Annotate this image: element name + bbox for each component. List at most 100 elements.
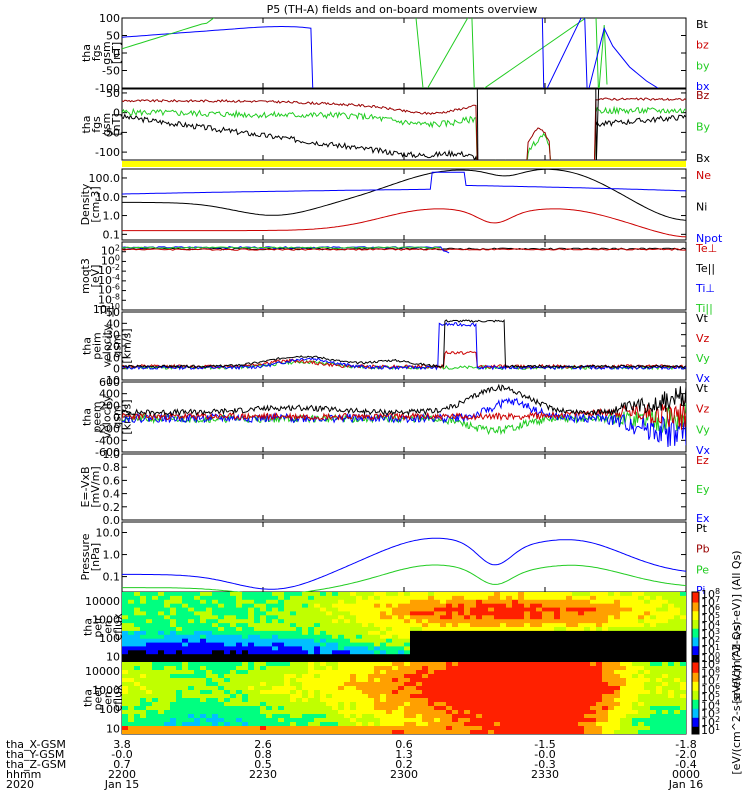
legend-ti⊥: Ti⊥ xyxy=(695,282,715,295)
ylabel-line: [mV/m] xyxy=(89,466,102,507)
series-pi xyxy=(122,537,686,590)
y-tick-label: -50 xyxy=(102,65,120,78)
colorbar-cell xyxy=(692,663,699,667)
colorbar-cell xyxy=(692,637,699,640)
colorbar-cell xyxy=(692,593,699,596)
colorbar-cell xyxy=(692,712,699,715)
colorbar-cell xyxy=(692,687,699,690)
y-tick-label: 0 xyxy=(113,107,120,120)
colorbar-cell xyxy=(692,703,699,706)
ylabel-line: [eV] xyxy=(89,265,102,288)
colorbar-tick-label: 105 xyxy=(701,611,720,625)
series-vx xyxy=(122,322,686,371)
colorbar-cell xyxy=(692,667,699,670)
colorbar-tick-label: 104 xyxy=(701,619,720,633)
ylabel-line: tha xyxy=(80,115,93,133)
x-tick-label: 0.5 xyxy=(254,758,272,771)
ylabel-line: [cm-3] xyxy=(89,186,102,222)
annotation-label: Ti|| xyxy=(97,304,115,317)
colorbar-cell xyxy=(692,614,699,617)
colorbar-tick-label: 101 xyxy=(701,723,720,737)
colorbar-cell xyxy=(692,726,699,730)
series-vt xyxy=(122,383,686,417)
legend-bx: Bx xyxy=(696,152,711,165)
y-tick-label: 1.0 xyxy=(103,448,121,461)
colorbar-cell xyxy=(692,685,699,688)
colorbar-tick-label: 100 xyxy=(701,651,720,665)
legend-bz: bz xyxy=(696,39,709,52)
y-tick-label: 50 xyxy=(106,87,120,100)
ylabel-line: fgs xyxy=(90,44,103,61)
legend-pe: Pe xyxy=(696,563,709,576)
series-vx xyxy=(122,397,686,448)
ylabel-line: gsm xyxy=(100,113,113,136)
series-pe xyxy=(122,564,686,592)
colorbar-cell xyxy=(692,634,699,637)
ylabel-line: E=-VxB xyxy=(79,466,92,507)
colorbar-cell xyxy=(692,701,699,704)
series-vt xyxy=(122,319,686,369)
y-tick-label: 0 xyxy=(113,363,120,376)
colorbar-cell xyxy=(692,606,699,609)
x-row-label: hhmm xyxy=(6,768,41,781)
ylabel-line: velocity xyxy=(101,324,114,367)
colorbar-label: [eV/(cm^2-s-sr-eV)] (All Qs) xyxy=(730,621,743,774)
y-tick-label: -600 xyxy=(95,446,120,459)
colorbar-cell xyxy=(692,597,699,600)
colorbar-cell xyxy=(692,699,699,703)
colorbar-cell xyxy=(692,707,699,710)
colorbar-tick-label: 103 xyxy=(701,627,720,641)
colorbar-cell xyxy=(692,689,699,692)
y-tick-label: 10-4 xyxy=(98,273,120,287)
x-tick-label: 2330 xyxy=(531,768,559,781)
legend-ti||: Ti|| xyxy=(695,302,713,315)
y-tick-label: -10 xyxy=(102,374,120,387)
series-bx xyxy=(122,26,314,88)
series-bz xyxy=(122,97,686,160)
colorbar-cell xyxy=(692,620,699,623)
x-tick-label: 0.6 xyxy=(395,738,413,751)
colorbar-cell xyxy=(692,627,699,630)
colorbar-cell xyxy=(692,672,699,676)
panel-frame xyxy=(121,453,687,521)
figure-title: P5 (TH-A) fields and on-board moments ov… xyxy=(267,3,538,16)
colorbar-cell xyxy=(692,642,699,645)
colorbar-cell xyxy=(692,613,699,616)
legend-bz: Bz xyxy=(696,89,710,102)
series-bx xyxy=(122,113,686,160)
y-tick-label: 1.0 xyxy=(103,549,121,562)
legend-vy: Vy xyxy=(696,352,710,365)
y-tick-label: 10-8 xyxy=(98,292,120,306)
colorbar-cell xyxy=(692,696,699,699)
colorbar-cell xyxy=(692,649,699,652)
panel-ylabel: E=-VxB[mV/m] xyxy=(79,466,102,507)
colorbar-cell xyxy=(692,653,699,656)
spectrogram-cells xyxy=(122,662,686,734)
legend-ex: Ex xyxy=(696,512,710,525)
panel-frame xyxy=(121,521,687,593)
colorbar-tick-label: 107 xyxy=(701,595,720,609)
colorbar-cell xyxy=(692,625,699,628)
y-tick-label: 30 xyxy=(106,329,120,342)
y-tick-label: 10 xyxy=(106,650,120,663)
x-tick-label: 0.8 xyxy=(254,748,272,761)
x-tick-label: 1.3 xyxy=(395,748,413,761)
ylabel-line: gsm xyxy=(111,405,124,428)
yellow-status-bar xyxy=(122,161,686,167)
x-tick-label: 2230 xyxy=(249,768,277,781)
y-tick-label: 400 xyxy=(99,388,120,401)
series-gap-line xyxy=(476,89,479,160)
legend-vz: Vz xyxy=(696,332,710,345)
colorbar-cell xyxy=(692,705,699,708)
colorbar-cell xyxy=(692,719,699,722)
ylabel-line: tha xyxy=(82,618,95,636)
y-tick-label: 10.0 xyxy=(96,191,121,204)
panel-frame xyxy=(121,17,687,89)
colorbar-tick-label: 103 xyxy=(701,707,720,721)
colorbar-cell xyxy=(692,708,699,712)
series-gap-line xyxy=(595,89,600,160)
